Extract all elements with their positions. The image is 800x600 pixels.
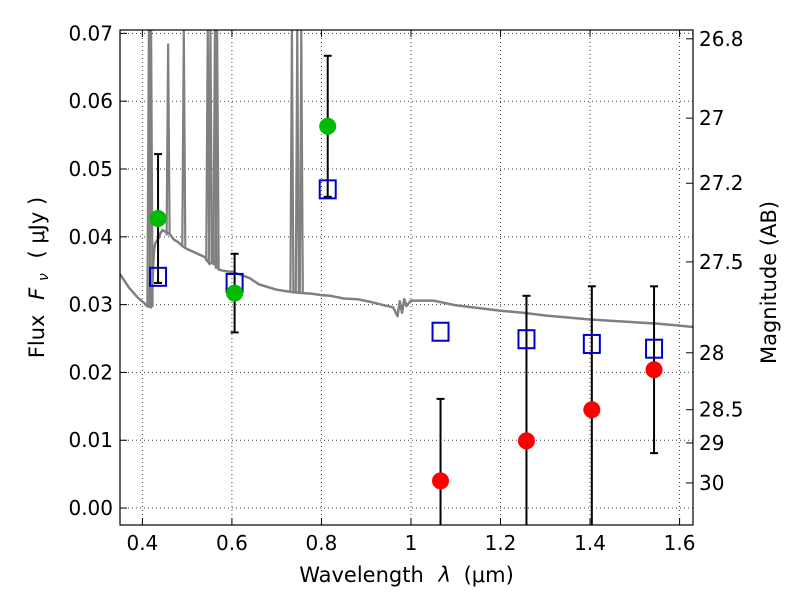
model-photometry-square (431, 321, 450, 342)
emission-line-spike (181, 30, 187, 247)
nondetection-point (583, 401, 601, 419)
plot-frame (119, 29, 694, 526)
mag-tick-label: 27.5 (699, 250, 744, 274)
axes: 0.4 0.6 0.8 1 1.2 1.4 1.6 0.00 0.01 0.02 0.03 0.04 0… (68, 21, 743, 555)
x-tick-label: 1.2 (485, 531, 517, 555)
y-tick-label: 0.03 (68, 293, 113, 317)
mag-tick-label: 29 (699, 431, 724, 455)
x-tick-label: 1.6 (664, 531, 696, 555)
data-marks (149, 54, 664, 525)
mag-tick-label: 28 (699, 341, 724, 365)
y-tick-label: 0.07 (68, 21, 113, 45)
detection-point (226, 284, 244, 302)
model-photometry-square (582, 333, 601, 354)
y-tick-label: 0.01 (68, 428, 113, 452)
y-tick-label: 0.04 (68, 225, 113, 249)
model-spectrum-line (120, 228, 693, 329)
model-photometry-square (318, 179, 337, 200)
mag-tick-label: 30 (699, 471, 724, 495)
mag-tick-label: 26.8 (699, 27, 744, 51)
emission-line-spike (294, 30, 300, 294)
mag-tick-label: 27.2 (699, 171, 744, 195)
mag-tick-label: 27 (699, 106, 724, 130)
detection-point (149, 210, 167, 228)
x-tick-label: 0.6 (216, 531, 248, 555)
model-photometry-square (645, 338, 664, 359)
emission-line-spike (298, 30, 304, 294)
emission-line-spike (289, 30, 295, 293)
plot-area (120, 30, 693, 329)
model-photometry-square (517, 329, 536, 350)
y-tick-label: 0.02 (68, 360, 113, 384)
mag-tick-label: 28.5 (699, 398, 744, 422)
x-axis-label: Wavelength λ (μm) (299, 563, 514, 587)
emission-line-spike (207, 30, 214, 263)
x-tick-label: 0.4 (126, 531, 158, 555)
nondetection-point (645, 361, 663, 379)
detection-point (319, 117, 337, 135)
emission-line-spike (214, 30, 220, 269)
x-tick-label: 1 (405, 531, 418, 555)
nondetection-point (517, 432, 535, 450)
emission-line-spike (165, 43, 171, 236)
nondetection-point (432, 472, 450, 490)
y-tick-label: 0.05 (68, 157, 113, 181)
y-axis-label: Flux F ν ( μJy ) (25, 197, 53, 358)
model-photometry-square (149, 266, 168, 287)
y-tick-label: 0.00 (68, 496, 113, 520)
grid (120, 30, 693, 525)
x-tick-label: 1.4 (574, 531, 606, 555)
y-tick-label: 0.06 (68, 89, 113, 113)
y2-axis-label: Magnitude (AB) (757, 201, 781, 364)
x-tick-label: 0.8 (306, 531, 338, 555)
